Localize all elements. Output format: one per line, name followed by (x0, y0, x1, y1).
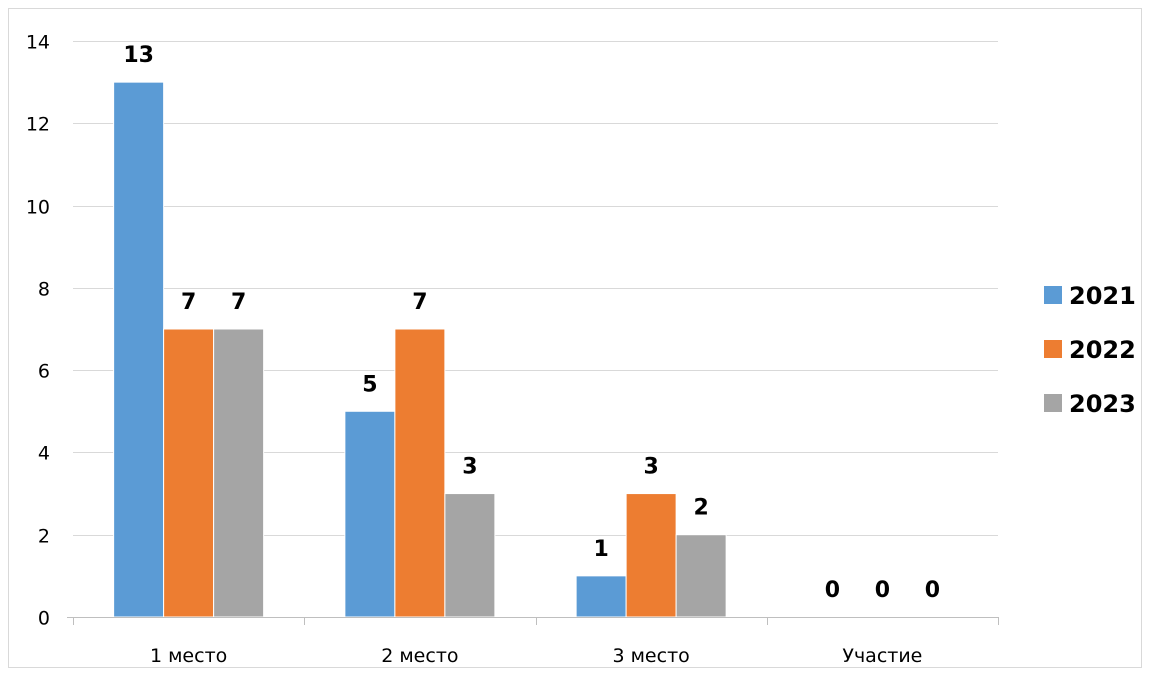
x-tick-label: Участие (842, 645, 922, 667)
legend-label: 2023 (1069, 390, 1136, 418)
legend-swatch (1044, 394, 1062, 412)
bar (163, 328, 215, 618)
x-axis-tick-labels: 1 место 2 место 3 место Участие (150, 645, 922, 667)
legend-swatch (1044, 286, 1062, 304)
legend-label: 2021 (1069, 282, 1136, 310)
bar (444, 493, 496, 618)
bar (675, 534, 727, 618)
data-label: 2 (693, 496, 708, 521)
chart-outer-border (8, 8, 1142, 668)
x-tick-label: 3 место (612, 645, 689, 667)
y-tick-label: 10 (26, 197, 50, 219)
data-label: 7 (181, 290, 196, 315)
bar (113, 81, 165, 618)
data-label: 0 (825, 578, 840, 603)
y-tick-label: 2 (38, 526, 50, 548)
y-tick-label: 14 (26, 32, 50, 54)
bar (575, 575, 627, 618)
data-label: 3 (643, 455, 658, 480)
bar (625, 493, 677, 618)
bars (113, 81, 727, 618)
y-axis-tick-labels: 0 2 4 6 8 10 12 14 (26, 32, 50, 630)
x-tick-label: 2 место (381, 645, 458, 667)
data-label: 3 (462, 455, 477, 480)
data-label: 5 (362, 372, 377, 397)
legend-label: 2022 (1069, 336, 1136, 364)
bar (344, 410, 396, 618)
data-label: 13 (123, 43, 154, 68)
bar (394, 328, 446, 618)
data-label: 0 (925, 578, 940, 603)
x-tick-label: 1 место (150, 645, 227, 667)
y-tick-label: 0 (38, 608, 50, 630)
data-label: 7 (412, 290, 427, 315)
data-label: 0 (875, 578, 890, 603)
x-axis (67, 617, 999, 625)
y-tick-label: 6 (38, 361, 50, 383)
legend-swatch (1044, 340, 1062, 358)
bar (213, 328, 265, 618)
y-tick-label: 8 (38, 279, 50, 301)
y-tick-label: 4 (38, 443, 50, 465)
data-label: 1 (593, 537, 608, 562)
data-label: 7 (231, 290, 246, 315)
y-tick-label: 12 (26, 114, 50, 136)
legend: 2021 2022 2023 (1044, 282, 1136, 418)
